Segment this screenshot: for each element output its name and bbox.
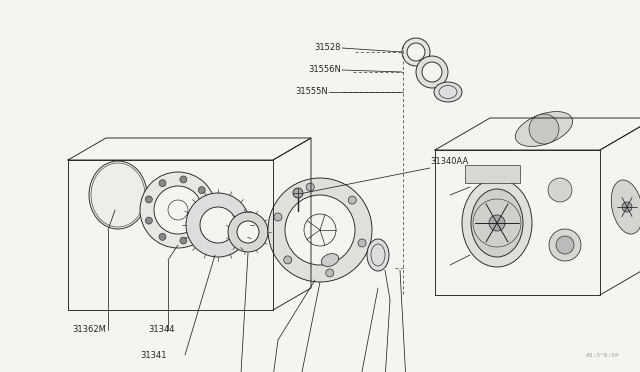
Ellipse shape	[611, 180, 640, 234]
Ellipse shape	[321, 254, 339, 266]
Circle shape	[180, 237, 187, 244]
Circle shape	[556, 236, 574, 254]
Circle shape	[622, 202, 632, 212]
Circle shape	[154, 186, 202, 234]
Circle shape	[326, 269, 333, 277]
Ellipse shape	[462, 179, 532, 267]
Circle shape	[228, 212, 268, 252]
Ellipse shape	[434, 82, 462, 102]
Circle shape	[489, 215, 505, 231]
Ellipse shape	[367, 239, 389, 271]
Circle shape	[407, 43, 425, 61]
Circle shape	[549, 229, 581, 261]
Ellipse shape	[89, 161, 147, 229]
Circle shape	[180, 176, 187, 183]
Circle shape	[307, 183, 314, 191]
Circle shape	[268, 178, 372, 282]
Ellipse shape	[471, 189, 523, 257]
Circle shape	[293, 188, 303, 198]
Circle shape	[198, 187, 205, 193]
Circle shape	[529, 114, 559, 144]
Bar	[465, 165, 520, 183]
Text: 31341: 31341	[140, 350, 166, 359]
Circle shape	[186, 193, 250, 257]
Circle shape	[159, 180, 166, 187]
Circle shape	[237, 221, 259, 243]
Circle shape	[548, 178, 572, 202]
Circle shape	[145, 196, 152, 203]
Text: 31340AA: 31340AA	[430, 157, 468, 167]
Circle shape	[140, 172, 216, 248]
Ellipse shape	[515, 112, 573, 147]
Text: 31556N: 31556N	[308, 65, 341, 74]
Circle shape	[205, 206, 212, 214]
Circle shape	[198, 227, 205, 233]
Text: 31344: 31344	[148, 326, 175, 334]
Circle shape	[145, 217, 152, 224]
Text: 31555N: 31555N	[295, 87, 328, 96]
Circle shape	[159, 233, 166, 240]
Text: 31362M: 31362M	[72, 326, 106, 334]
Circle shape	[274, 213, 282, 221]
Text: A3:3^0:5P: A3:3^0:5P	[586, 353, 620, 358]
Circle shape	[200, 207, 236, 243]
Circle shape	[284, 256, 292, 264]
Text: 31528: 31528	[314, 44, 341, 52]
Circle shape	[285, 195, 355, 265]
Circle shape	[358, 239, 366, 247]
Circle shape	[402, 38, 430, 66]
Circle shape	[416, 56, 448, 88]
Circle shape	[422, 62, 442, 82]
Circle shape	[348, 196, 356, 204]
